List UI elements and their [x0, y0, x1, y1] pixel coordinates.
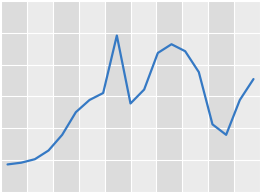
Bar: [1, 1, 27, 192]
Bar: [208, 1, 234, 192]
Bar: [53, 1, 79, 192]
Bar: [182, 1, 208, 192]
Bar: [27, 1, 53, 192]
Bar: [130, 1, 156, 192]
Bar: [234, 1, 260, 192]
Bar: [156, 1, 182, 192]
Bar: [79, 1, 105, 192]
Bar: [105, 1, 130, 192]
